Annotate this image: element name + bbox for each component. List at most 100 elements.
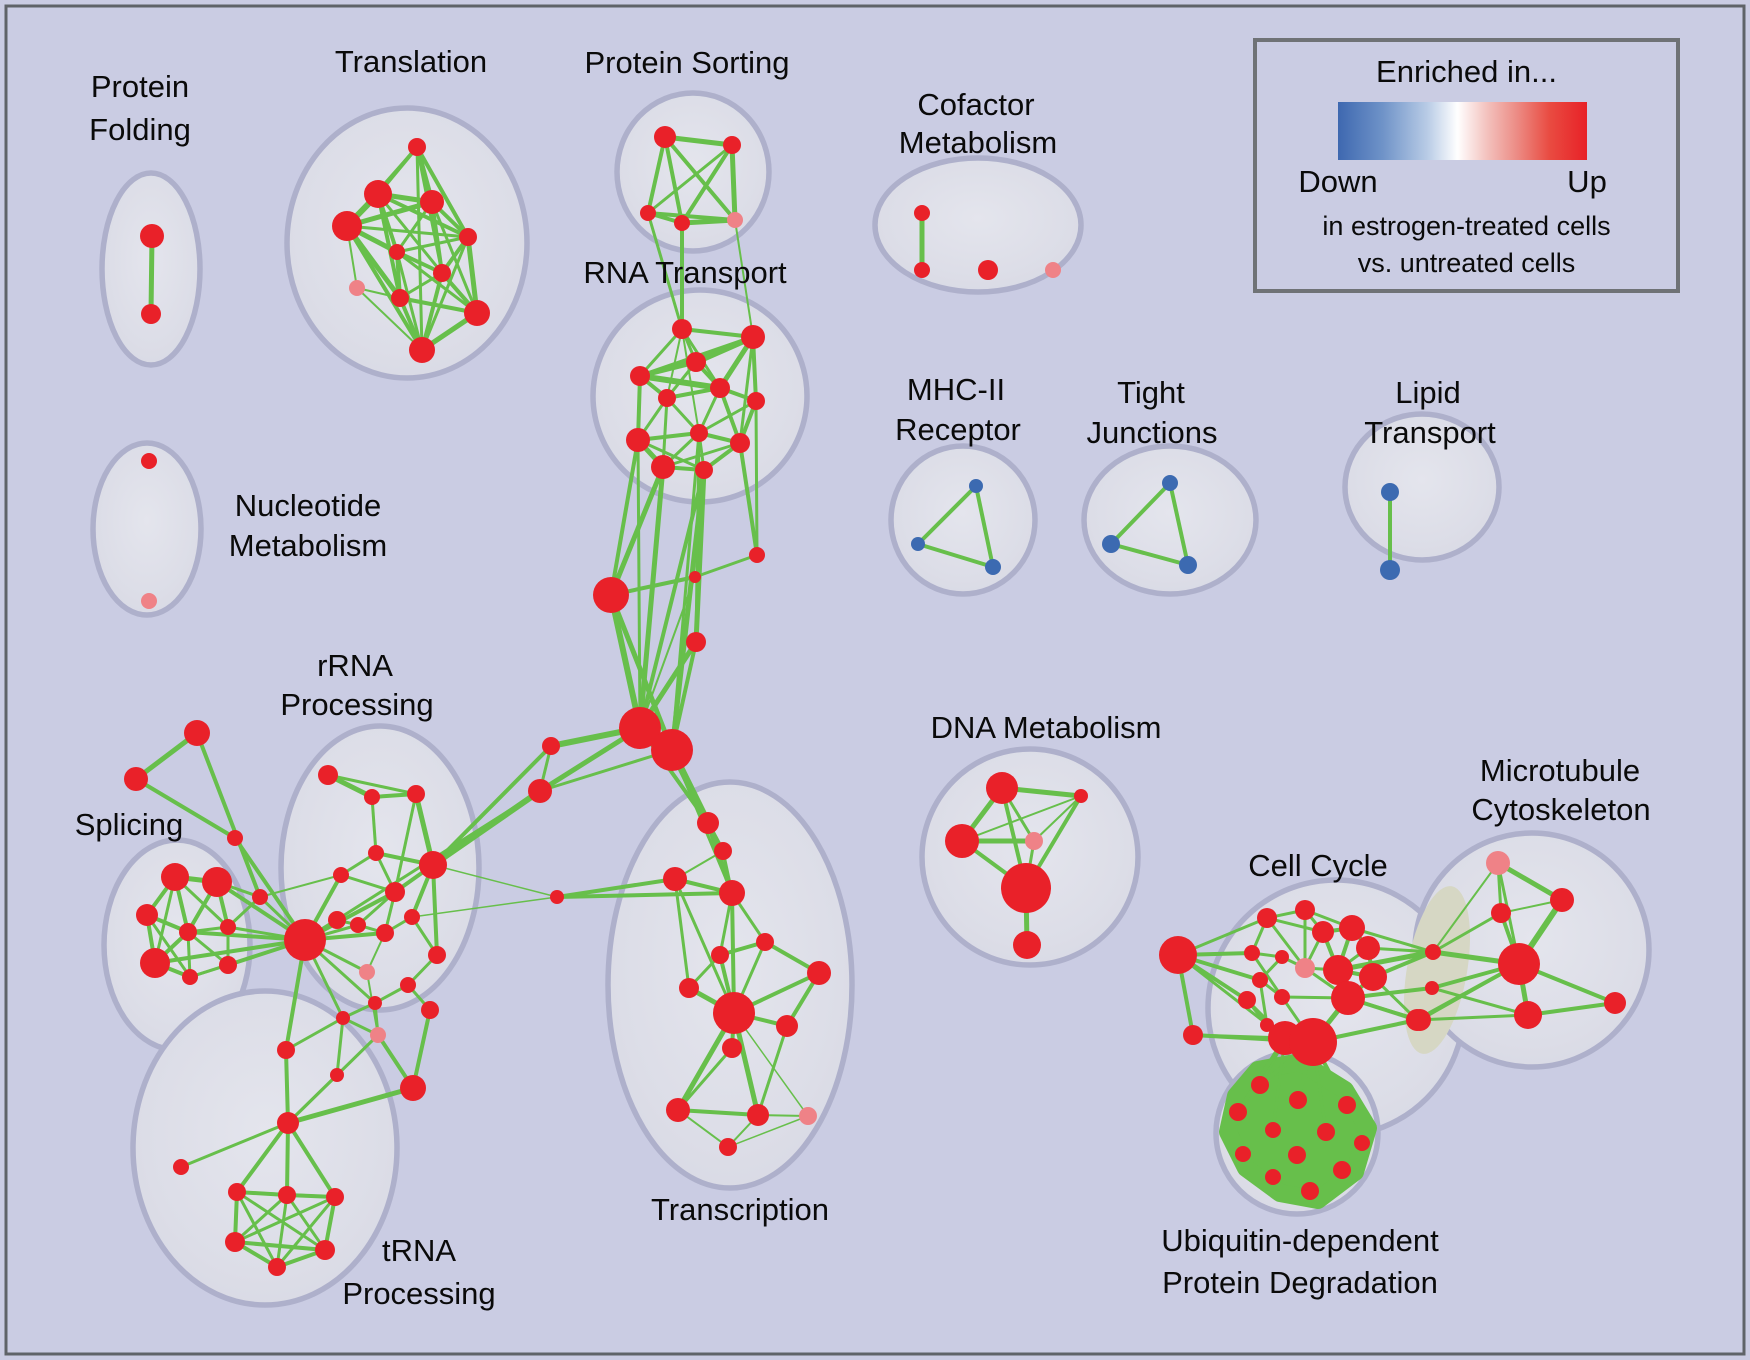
network-node-RT2[interactable] [741,325,765,349]
network-node-CC4[interactable] [1312,921,1334,943]
network-node-RT9[interactable] [626,428,650,452]
network-node-TN8[interactable] [679,978,699,998]
network-node-D1[interactable] [986,772,1018,804]
network-node-R12[interactable] [404,909,420,925]
network-node-CC22[interactable] [1425,981,1439,995]
network-node-CC5[interactable] [1339,915,1365,941]
network-node-S1[interactable] [161,863,189,891]
network-node-RT3[interactable] [686,352,706,372]
network-node-T6[interactable] [389,244,405,260]
network-node-PS5[interactable] [727,212,743,228]
network-node-M4[interactable] [1498,943,1540,985]
network-node-CC19[interactable] [1183,1025,1203,1045]
network-node-C1[interactable] [749,547,765,563]
network-node-TN11[interactable] [722,1038,742,1058]
network-node-U12[interactable] [1301,1182,1319,1200]
network-node-RT4[interactable] [630,366,650,386]
network-node-RT6[interactable] [658,389,676,407]
network-node-RT1[interactable] [672,319,692,339]
network-node-RT11[interactable] [651,455,675,479]
network-node-R22[interactable] [400,1075,426,1101]
network-node-RT8[interactable] [690,424,708,442]
network-node-TN13[interactable] [747,1104,769,1126]
network-node-U6[interactable] [1317,1123,1335,1141]
network-node-U9[interactable] [1288,1146,1306,1164]
network-node-D5[interactable] [1001,863,1051,913]
network-node-U3[interactable] [1229,1103,1247,1121]
network-node-TN6[interactable] [711,946,729,964]
network-node-RT10[interactable] [730,433,750,453]
network-node-S9[interactable] [252,889,268,905]
network-node-PF1[interactable] [140,224,164,248]
network-node-T7[interactable] [433,264,451,282]
network-node-D4[interactable] [1025,832,1043,850]
network-node-CC13[interactable] [1274,989,1290,1005]
network-node-CC8[interactable] [1275,950,1289,964]
network-node-M7[interactable] [1514,1001,1542,1029]
network-node-CC7[interactable] [1244,945,1260,961]
network-node-CC3[interactable] [1295,900,1315,920]
network-node-TR5[interactable] [278,1186,296,1204]
network-node-S7[interactable] [182,969,198,985]
network-node-T2[interactable] [364,180,392,208]
network-node-R1[interactable] [318,765,338,785]
network-node-TJ3[interactable] [1179,556,1197,574]
network-node-B1[interactable] [969,479,983,493]
network-node-R23[interactable] [330,1068,344,1082]
network-node-U8[interactable] [1235,1146,1251,1162]
network-node-CC6[interactable] [1356,936,1380,960]
network-node-CC15[interactable] [1260,1018,1274,1032]
network-node-CC9[interactable] [1295,958,1315,978]
network-node-B3[interactable] [985,559,1001,575]
network-node-N2[interactable] [141,593,157,609]
network-node-CC2[interactable] [1257,908,1277,928]
network-node-X2[interactable] [124,767,148,791]
network-node-LT1[interactable] [1381,483,1399,501]
network-node-RT7[interactable] [747,392,765,410]
network-node-T1[interactable] [408,138,426,156]
network-node-C3[interactable] [593,577,629,613]
network-node-X3[interactable] [227,830,243,846]
network-node-TN9[interactable] [713,992,755,1034]
network-node-R17[interactable] [400,977,416,993]
network-node-CC1[interactable] [1159,936,1197,974]
network-node-S4[interactable] [179,923,197,941]
network-node-TR3[interactable] [173,1159,189,1175]
network-node-C2[interactable] [689,571,701,583]
network-node-N1[interactable] [141,453,157,469]
network-node-U10[interactable] [1333,1161,1351,1179]
network-node-TR2[interactable] [277,1112,299,1134]
network-node-TR8[interactable] [315,1240,335,1260]
network-node-TN14[interactable] [799,1107,817,1125]
network-node-TN3[interactable] [663,867,687,891]
network-node-M1[interactable] [1486,851,1510,875]
network-node-PS3[interactable] [640,205,656,221]
network-node-S8[interactable] [219,956,237,974]
network-node-S2[interactable] [202,867,232,897]
network-node-T10[interactable] [464,300,490,326]
network-node-RT12[interactable] [695,461,713,479]
network-node-M3[interactable] [1491,903,1511,923]
network-node-R10[interactable] [350,917,366,933]
network-node-C7[interactable] [542,737,560,755]
network-node-PS2[interactable] [723,136,741,154]
network-node-R2[interactable] [364,789,380,805]
network-node-U5[interactable] [1265,1122,1281,1138]
network-node-TR6[interactable] [326,1188,344,1206]
network-node-CF4[interactable] [1045,262,1061,278]
network-node-CC10[interactable] [1323,955,1353,985]
network-node-M6[interactable] [1409,1009,1431,1031]
network-node-TJ2[interactable] [1102,535,1120,553]
network-node-LT2[interactable] [1380,560,1400,580]
network-node-TN5[interactable] [756,933,774,951]
network-node-T9[interactable] [391,289,409,307]
network-node-PF2[interactable] [141,304,161,324]
network-node-CC11[interactable] [1359,963,1387,991]
network-node-TN7[interactable] [807,961,831,985]
network-node-TN0[interactable] [550,890,564,904]
network-node-TN1[interactable] [697,812,719,834]
network-node-R11[interactable] [376,924,394,942]
network-node-X1[interactable] [184,720,210,746]
network-node-T3[interactable] [420,190,444,214]
network-node-TN4[interactable] [719,880,745,906]
